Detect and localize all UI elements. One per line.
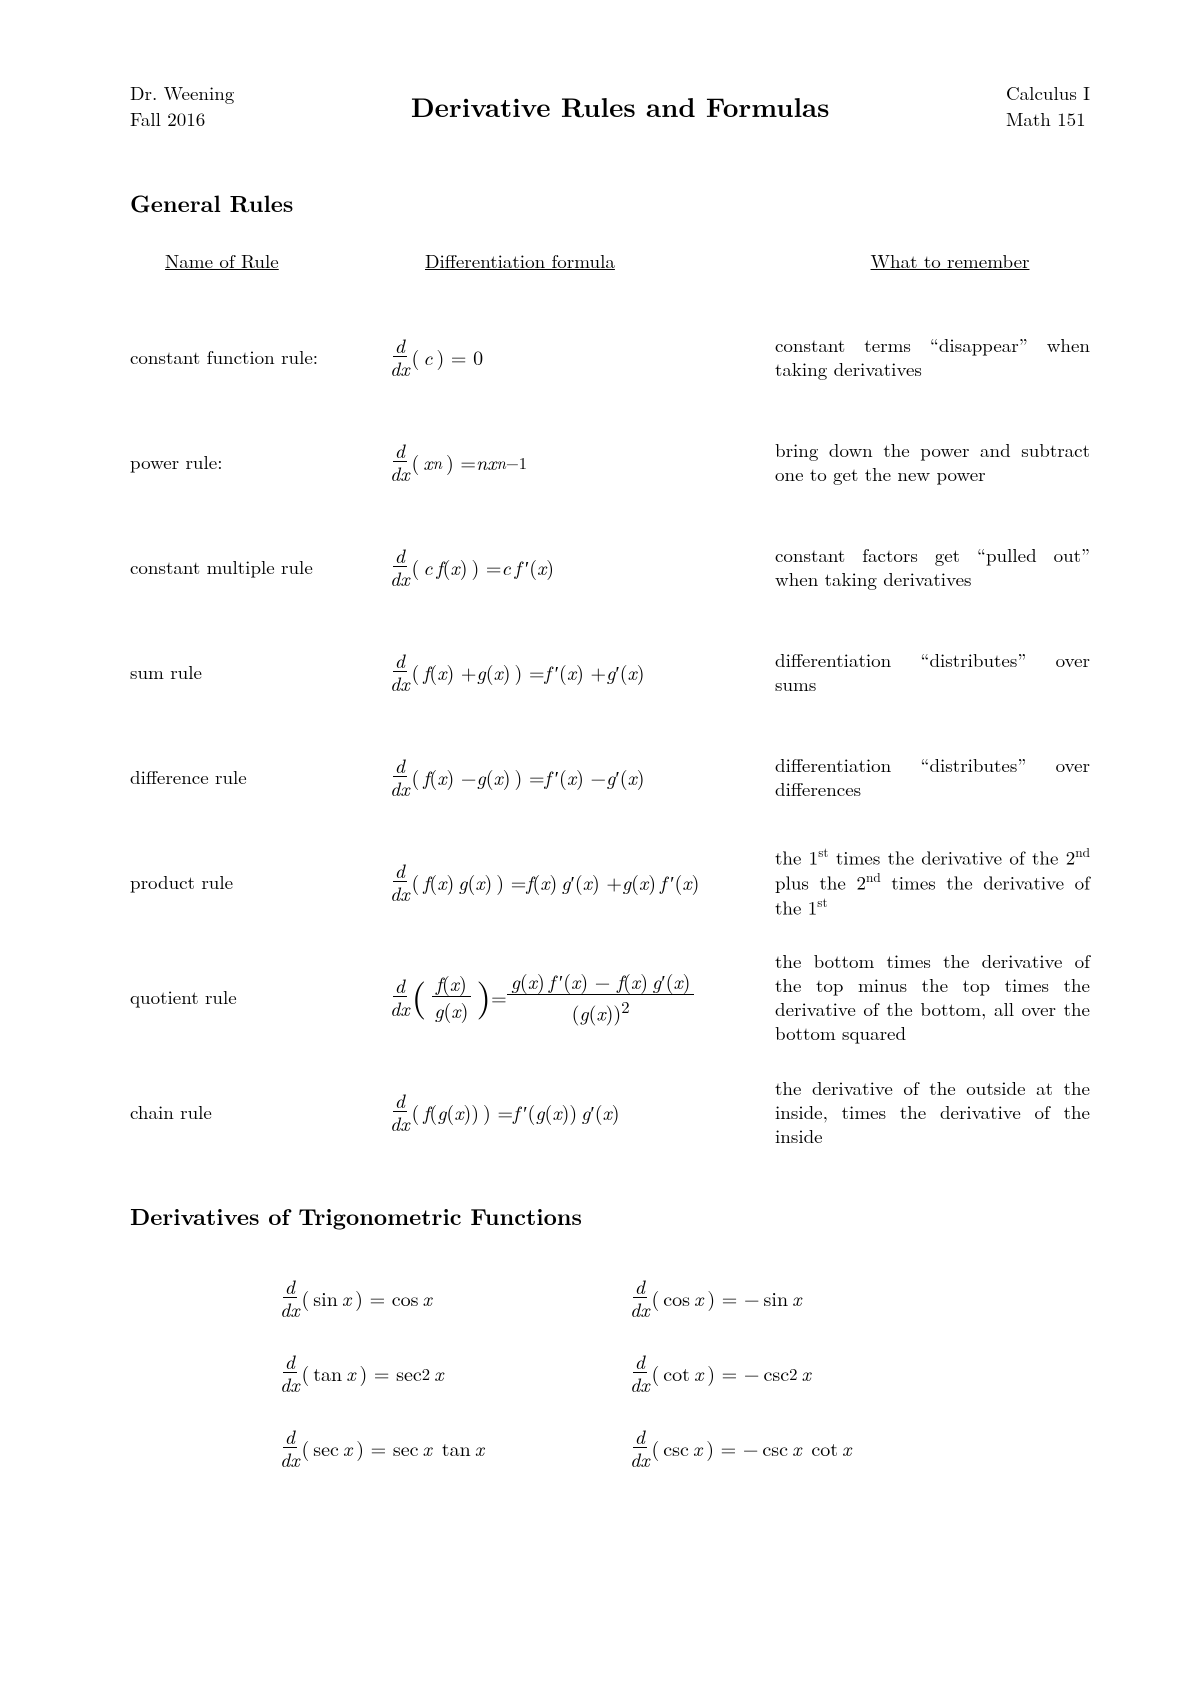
- rule-formula: ddx( c f(x) ) = c f ′(x): [390, 545, 775, 588]
- rule-description: bring down the power and subtract one to…: [775, 438, 1090, 486]
- rule-row: quotient ruleddx( f(x)g(x) ) = g(x) f ′(…: [130, 934, 1090, 1059]
- rule-row: sum ruleddx( f(x) + g(x) ) = f ′(x) + g′…: [130, 619, 1090, 724]
- rule-description: constant factors get “pulled out” when t…: [775, 543, 1090, 591]
- rule-formula: ddx( f(x) − g(x) ) = f ′(x) − g′(x): [390, 755, 775, 798]
- col-header-remember: What to remember: [810, 247, 1090, 274]
- rule-formula: ddx( xn ) = nxn−1: [390, 440, 775, 483]
- page: Dr. Weening Fall 2016 Derivative Rules a…: [0, 0, 1200, 1697]
- term: Fall 2016: [130, 106, 234, 132]
- rule-formula: ddx( f(x) + g(x) ) = f ′(x) + g′(x): [390, 650, 775, 693]
- trig-formula: ddx( csc x ) = − csc x cot x: [630, 1426, 980, 1469]
- rule-formula: ddx( c ) = 0: [390, 335, 775, 378]
- rule-name: chain rule: [130, 1098, 390, 1125]
- column-headers: Name of Rule Differentiation formula Wha…: [130, 247, 1090, 274]
- rule-description: differentiation “distributes” over diffe…: [775, 753, 1090, 801]
- rule-name: difference rule: [130, 763, 390, 790]
- rule-formula: ddx( f(g(x)) ) = f ′(g(x)) g′(x): [390, 1090, 775, 1133]
- rule-row: chain ruleddx( f(g(x)) ) = f ′(g(x)) g′(…: [130, 1059, 1090, 1164]
- rule-row: constant multiple ruleddx( c f(x) ) = c …: [130, 514, 1090, 619]
- trig-grid: ddx( sin x ) = cos xddx( cos x ) = − sin…: [130, 1260, 1090, 1485]
- trig-row: ddx( sin x ) = cos xddx( cos x ) = − sin…: [280, 1260, 1090, 1335]
- rule-description: the 1st times the derivative of the 2nd …: [775, 844, 1090, 919]
- trig-formula: ddx( sec x ) = sec x tan x: [280, 1426, 630, 1469]
- rule-name: constant function rule:: [130, 343, 390, 370]
- rule-description: constant terms “disappear” when taking d…: [775, 333, 1090, 381]
- rule-row: product ruleddx( f(x) g(x) ) = f(x) g′(x…: [130, 829, 1090, 934]
- rule-description: differentiation “distributes” over sums: [775, 648, 1090, 696]
- header-left: Dr. Weening Fall 2016: [130, 80, 234, 131]
- rule-row: constant function rule:ddx( c ) = 0const…: [130, 304, 1090, 409]
- rule-row: difference ruleddx( f(x) − g(x) ) = f ′(…: [130, 724, 1090, 829]
- page-header: Dr. Weening Fall 2016 Derivative Rules a…: [130, 80, 1090, 131]
- trig-formula: ddx( cot x ) = − csc2 x: [630, 1351, 980, 1394]
- rule-name: constant multiple rule: [130, 553, 390, 580]
- instructor: Dr. Weening: [130, 80, 234, 106]
- header-right: Calculus I Math 151: [1006, 80, 1090, 131]
- rule-formula: ddx( f(x) g(x) ) = f(x) g′(x) + g(x) f ′…: [390, 860, 775, 903]
- course-name: Calculus I: [1006, 80, 1090, 106]
- col-header-formula: Differentiation formula: [425, 247, 810, 274]
- section-title-general: General Rules: [130, 186, 1090, 219]
- trig-row: ddx( tan x ) = sec2 xddx( cot x ) = − cs…: [280, 1335, 1090, 1410]
- rule-description: the bottom times the derivative of the t…: [775, 949, 1090, 1044]
- rule-description: the derivative of the outside at the ins…: [775, 1076, 1090, 1147]
- rule-name: power rule:: [130, 448, 390, 475]
- course-number: Math 151: [1006, 106, 1090, 132]
- rule-name: product rule: [130, 868, 390, 895]
- trig-row: ddx( sec x ) = sec x tan xddx( csc x ) =…: [280, 1410, 1090, 1485]
- rules-table: constant function rule:ddx( c ) = 0const…: [130, 304, 1090, 1164]
- rule-row: power rule:ddx( xn ) = nxn−1bring down t…: [130, 409, 1090, 514]
- section-title-trig: Derivatives of Trigonometric Functions: [130, 1199, 1090, 1232]
- trig-formula: ddx( tan x ) = sec2 x: [280, 1351, 630, 1394]
- rule-formula: ddx( f(x)g(x) ) = g(x) f ′(x) − f(x) g′(…: [390, 970, 775, 1024]
- page-title: Derivative Rules and Formulas: [411, 86, 830, 125]
- rule-name: quotient rule: [130, 983, 390, 1010]
- trig-formula: ddx( cos x ) = − sin x: [630, 1276, 980, 1319]
- col-header-name: Name of Rule: [130, 247, 425, 274]
- trig-formula: ddx( sin x ) = cos x: [280, 1276, 630, 1319]
- rule-name: sum rule: [130, 658, 390, 685]
